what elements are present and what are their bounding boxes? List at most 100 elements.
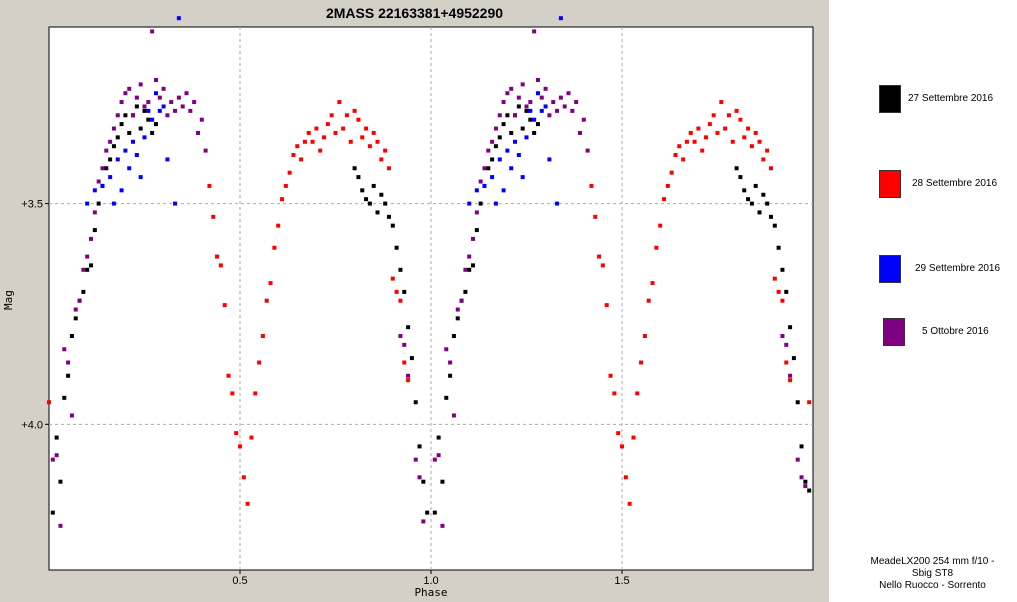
data-point [153, 77, 158, 82]
data-point [761, 192, 766, 197]
data-point [417, 475, 422, 480]
data-point [803, 479, 808, 484]
data-point [89, 236, 94, 241]
data-point [218, 263, 223, 268]
data-point [432, 457, 437, 462]
data-point [157, 108, 162, 113]
data-point [318, 148, 323, 153]
data-point [532, 117, 537, 122]
data-point [406, 325, 411, 330]
legend-label: 29 Settembre 2016 [915, 263, 1001, 274]
data-point [742, 188, 747, 193]
data-point [795, 457, 800, 462]
data-point [509, 166, 514, 171]
data-point [245, 501, 250, 506]
data-point [195, 130, 200, 135]
data-point [127, 86, 132, 91]
data-point [73, 307, 78, 312]
data-point [409, 356, 414, 361]
data-point [474, 188, 479, 193]
data-point [539, 95, 544, 100]
data-point [123, 91, 128, 96]
data-point [379, 157, 384, 162]
x-axis-title: Phase [414, 586, 447, 599]
data-point [482, 183, 487, 188]
y-tick-label: +4.0 [21, 419, 43, 431]
data-point [516, 95, 521, 100]
data-point [547, 157, 552, 162]
data-point [807, 488, 812, 493]
data-point [795, 400, 800, 405]
data-point [757, 139, 762, 144]
data-point [593, 214, 598, 219]
data-point [463, 289, 468, 294]
data-point [104, 166, 109, 171]
data-point [280, 197, 285, 202]
data-point [513, 139, 518, 144]
data-point [314, 126, 319, 131]
data-point [436, 435, 441, 440]
data-point [493, 126, 498, 131]
data-point [253, 391, 258, 396]
data-point [757, 210, 762, 215]
data-point [768, 166, 773, 171]
data-point [375, 210, 380, 215]
data-point [765, 201, 770, 206]
data-point [597, 254, 602, 259]
data-point [516, 104, 521, 109]
data-point [650, 281, 655, 286]
data-point [383, 148, 388, 153]
data-point [440, 523, 445, 528]
data-point [551, 100, 556, 105]
data-point [677, 144, 682, 149]
data-point [776, 289, 781, 294]
data-point [134, 104, 139, 109]
tick-layer: 0.5 1.0 1.5 +3.5 +4.0 [21, 199, 629, 587]
data-point [150, 29, 155, 34]
series-2 [47, 100, 812, 506]
points-layer [47, 16, 812, 528]
legend-item: 28 Settembre 2016 [860, 170, 1017, 210]
x-tick-label: 1.0 [423, 575, 438, 587]
data-point [111, 201, 116, 206]
data-point [616, 431, 621, 436]
credit-line-telescope: MeadeLX200 254 mm f/10 - [870, 556, 995, 567]
data-point [85, 267, 90, 272]
data-point [111, 126, 116, 131]
data-point [127, 166, 132, 171]
data-point [700, 148, 705, 153]
data-point [169, 100, 174, 105]
data-point [398, 267, 403, 272]
data-point [367, 201, 372, 206]
data-point [119, 188, 124, 193]
data-point [383, 201, 388, 206]
data-point [184, 91, 189, 96]
data-point [451, 334, 456, 339]
data-point [436, 453, 441, 458]
data-point [146, 117, 151, 122]
data-point [448, 360, 453, 365]
data-point [180, 104, 185, 109]
data-point [467, 267, 472, 272]
data-point [215, 254, 220, 259]
series-3 [85, 16, 563, 206]
data-point [474, 228, 479, 233]
data-point [153, 122, 158, 127]
data-point [509, 130, 514, 135]
data-point [654, 245, 659, 250]
legend-swatch [879, 170, 901, 198]
x-tick-label: 0.5 [232, 575, 247, 587]
data-point [566, 91, 571, 96]
data-point [753, 130, 758, 135]
data-point [509, 86, 514, 91]
data-point [207, 183, 212, 188]
data-point [780, 334, 785, 339]
data-point [257, 360, 262, 365]
data-point [665, 183, 670, 188]
data-point [535, 77, 540, 82]
data-point [555, 201, 560, 206]
data-point [73, 316, 78, 321]
data-point [505, 148, 510, 153]
data-point [807, 400, 812, 405]
data-point [574, 100, 579, 105]
